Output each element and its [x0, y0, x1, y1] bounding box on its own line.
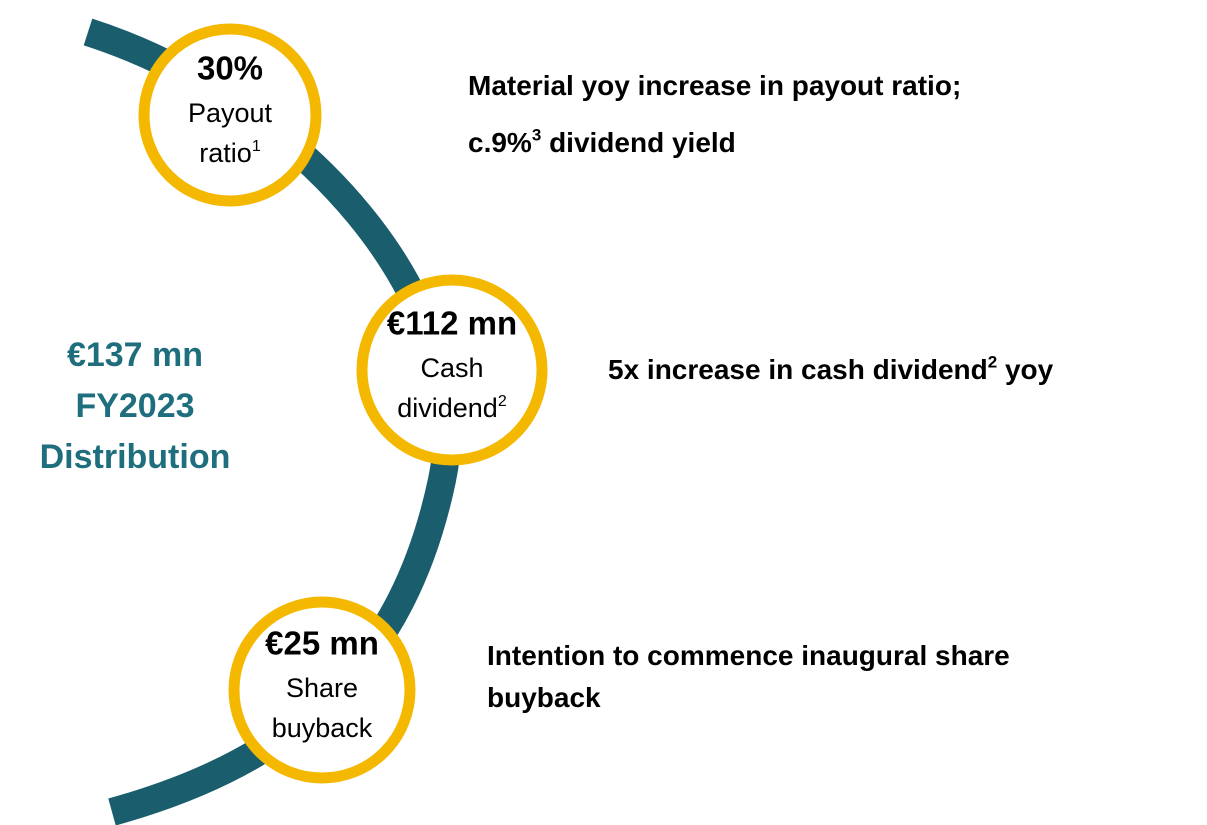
- text-line: Payout: [188, 98, 273, 128]
- text-segment: Payout: [188, 98, 273, 128]
- text-line: c.9%3 dividend yield: [468, 126, 736, 158]
- text-segment: Share: [286, 673, 358, 703]
- superscript: 2: [498, 393, 507, 410]
- node-circle: [356, 274, 548, 466]
- text-segment: Cash: [420, 353, 483, 383]
- center-label: FY2023: [75, 387, 194, 425]
- superscript: 2: [988, 353, 997, 372]
- node-circle: [228, 596, 416, 784]
- text-line: Cash: [420, 353, 483, 383]
- text-line: Material yoy increase in payout ratio;: [468, 70, 961, 101]
- text-line: Share: [286, 673, 358, 703]
- center-label: €137 mn: [67, 336, 203, 374]
- text-segment: ratio: [199, 138, 252, 168]
- text-segment: buyback: [272, 713, 373, 743]
- text-segment: dividend: [397, 393, 498, 423]
- text-line: buyback: [487, 682, 601, 713]
- node-value: 30%: [197, 50, 263, 87]
- text-line: 5x increase in cash dividend2 yoy: [608, 353, 1054, 385]
- text-line: Intention to commence inaugural share: [487, 640, 1010, 671]
- text-segment: buyback: [487, 682, 601, 713]
- text-segment: yoy: [997, 354, 1053, 385]
- text-segment: 5x increase in cash dividend: [608, 354, 988, 385]
- text-line: ratio1: [199, 138, 261, 168]
- text-segment: c.9%: [468, 127, 532, 158]
- superscript: 1: [252, 138, 261, 155]
- text-segment: dividend yield: [541, 127, 735, 158]
- text-line: dividend2: [397, 393, 507, 423]
- center-label: Distribution: [40, 438, 231, 476]
- node-circle: [138, 23, 322, 207]
- text-segment: Intention to commence inaugural share: [487, 640, 1010, 671]
- text-segment: Material yoy increase in payout ratio;: [468, 70, 961, 101]
- superscript: 3: [532, 126, 541, 145]
- node-value: €25 mn: [265, 625, 379, 662]
- node-value: €112 mn: [387, 305, 517, 342]
- text-line: buyback: [272, 713, 373, 743]
